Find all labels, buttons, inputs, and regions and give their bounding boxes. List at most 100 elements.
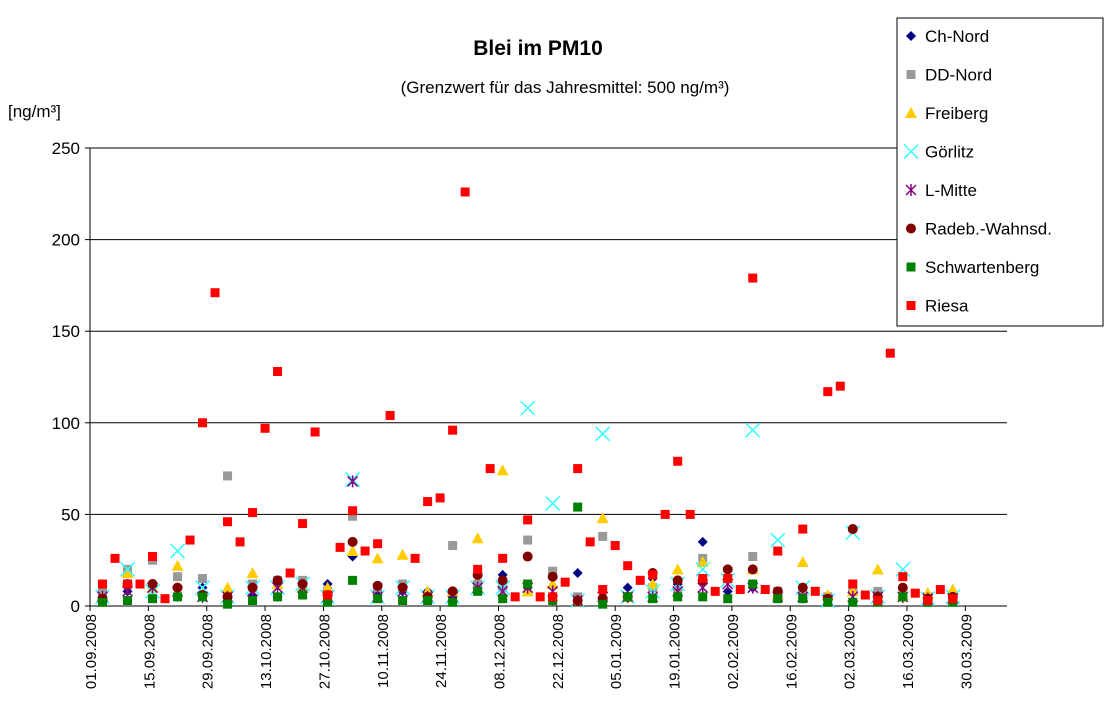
marker xyxy=(623,592,633,602)
marker xyxy=(497,575,508,586)
marker xyxy=(147,579,158,590)
marker xyxy=(773,594,783,604)
marker xyxy=(747,564,758,575)
marker xyxy=(723,574,733,584)
marker xyxy=(348,575,358,585)
marker xyxy=(573,464,583,474)
marker xyxy=(685,509,695,519)
marker xyxy=(523,579,533,589)
x-tick-label: 10.11.2008 xyxy=(375,614,392,688)
marker xyxy=(523,535,533,545)
marker xyxy=(722,586,733,597)
marker xyxy=(397,582,408,593)
marker xyxy=(723,594,733,604)
x-tick-label: 22.12.2008 xyxy=(550,614,567,689)
x-tick-label: 24.11.2008 xyxy=(433,614,450,688)
marker xyxy=(198,592,208,602)
marker xyxy=(473,586,483,596)
marker xyxy=(623,561,633,571)
y-tick-label: 150 xyxy=(52,322,80,341)
marker xyxy=(373,539,383,549)
marker xyxy=(460,187,470,197)
legend-marker xyxy=(906,70,916,79)
marker xyxy=(273,367,283,377)
chart-title: Blei im PM10 xyxy=(473,37,603,60)
marker xyxy=(410,553,420,563)
marker xyxy=(447,586,458,597)
marker xyxy=(897,582,908,593)
legend-label: Schwartenberg xyxy=(925,258,1039,277)
marker xyxy=(546,578,559,590)
marker xyxy=(385,410,395,420)
chart-subtitle: (Grenzwert für das Jahresmittel: 500 ng/… xyxy=(401,78,730,97)
marker xyxy=(547,571,558,582)
marker xyxy=(635,575,645,585)
marker xyxy=(185,535,195,545)
marker xyxy=(748,579,758,589)
marker xyxy=(298,519,308,529)
marker xyxy=(898,592,908,602)
x-tick-label: 01.09.2008 xyxy=(83,614,100,689)
marker xyxy=(272,575,283,586)
marker xyxy=(848,597,858,607)
marker xyxy=(598,599,608,609)
x-tick-label: 29.09.2008 xyxy=(200,614,217,689)
marker xyxy=(360,546,370,556)
marker xyxy=(672,575,683,586)
x-tick-label: 15.09.2008 xyxy=(141,614,158,689)
marker xyxy=(223,471,233,481)
marker xyxy=(698,574,708,584)
marker xyxy=(160,594,170,604)
marker xyxy=(622,582,633,593)
marker xyxy=(760,585,770,595)
marker xyxy=(473,564,483,574)
marker xyxy=(396,548,409,560)
marker xyxy=(247,582,258,593)
y-tick-label: 50 xyxy=(61,505,80,524)
marker xyxy=(148,594,158,604)
legend-label: DD-Nord xyxy=(925,66,992,85)
marker xyxy=(246,567,259,579)
marker xyxy=(885,348,895,358)
x-tick-label: 08.12.2008 xyxy=(491,614,508,689)
marker xyxy=(310,427,320,437)
marker xyxy=(598,585,608,595)
marker xyxy=(610,541,620,551)
marker xyxy=(235,537,245,547)
marker xyxy=(735,585,745,595)
marker xyxy=(573,502,583,512)
marker xyxy=(135,579,145,589)
legend-marker xyxy=(903,143,919,160)
marker xyxy=(221,581,234,593)
marker xyxy=(935,585,945,595)
marker xyxy=(671,563,684,575)
marker xyxy=(248,596,258,606)
marker xyxy=(335,542,345,552)
marker xyxy=(522,551,533,562)
marker xyxy=(810,586,820,596)
marker xyxy=(498,553,508,563)
marker xyxy=(398,596,408,606)
marker xyxy=(260,423,270,433)
legend-marker xyxy=(905,184,917,196)
marker xyxy=(323,590,333,600)
marker xyxy=(673,592,683,602)
legend-label: Görlitz xyxy=(925,143,974,162)
marker xyxy=(698,592,708,602)
marker xyxy=(372,580,383,591)
marker xyxy=(423,497,433,507)
x-tick-label: 19.01.2009 xyxy=(667,614,684,689)
marker xyxy=(423,596,433,606)
marker xyxy=(648,570,658,580)
marker xyxy=(835,381,845,391)
marker xyxy=(323,597,333,607)
marker xyxy=(722,564,733,575)
marker xyxy=(770,532,786,548)
marker xyxy=(173,572,183,582)
marker xyxy=(173,592,183,602)
x-tick-label: 05.01.2009 xyxy=(608,614,625,689)
marker xyxy=(923,596,933,606)
legend-box xyxy=(896,17,1104,327)
marker xyxy=(170,543,186,559)
